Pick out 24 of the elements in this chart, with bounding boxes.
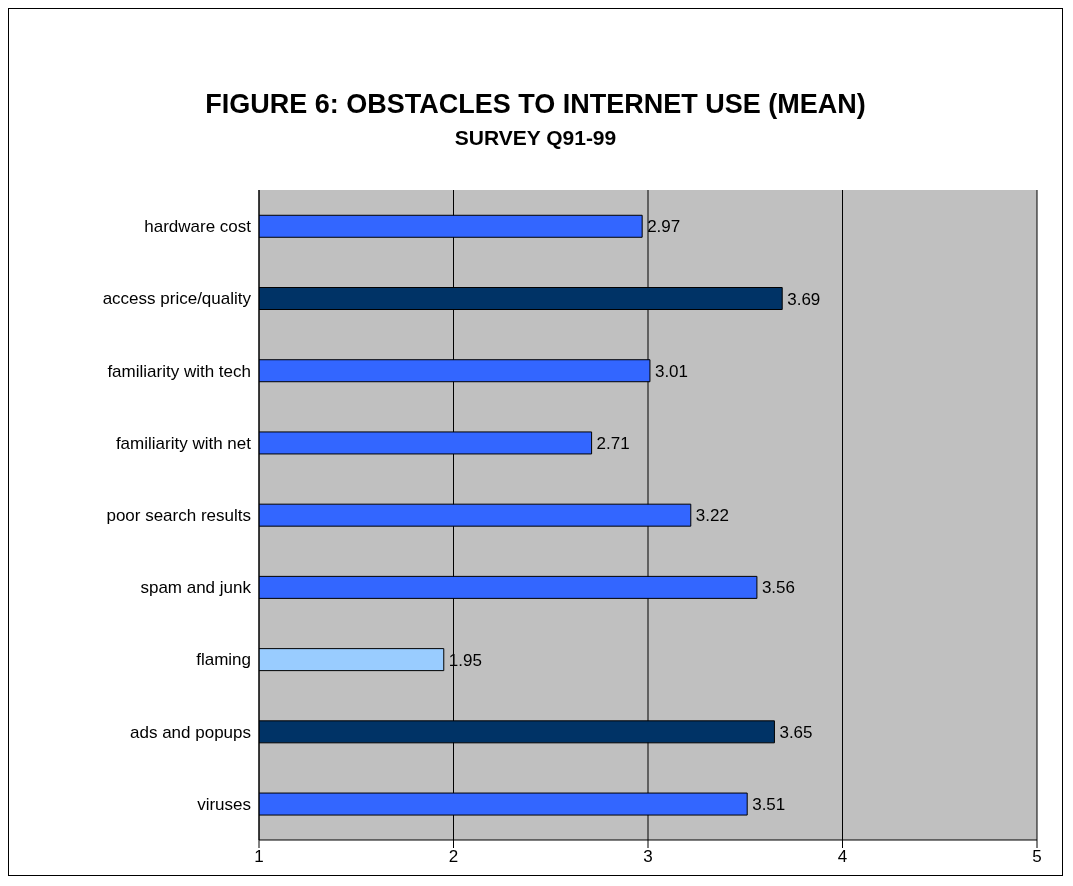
y-tick-label: viruses bbox=[197, 794, 251, 814]
chart-title: FIGURE 6: OBSTACLES TO INTERNET USE (MEAN) bbox=[204, 89, 867, 120]
x-tick-label: 4 bbox=[837, 847, 848, 867]
y-tick-label: flaming bbox=[196, 650, 251, 670]
y-tick-label: spam and junk bbox=[140, 578, 252, 598]
x-tick-label: 1 bbox=[254, 847, 264, 867]
y-tick-label: access price/quality bbox=[102, 289, 252, 309]
y-tick-label: hardware cost bbox=[144, 217, 252, 237]
y-tick-label: familiarity with tech bbox=[107, 361, 251, 381]
x-tick-label: 3 bbox=[643, 847, 653, 867]
y-tick-label: ads and popups bbox=[130, 722, 251, 742]
x-tick-label: 5 bbox=[1032, 847, 1042, 867]
y-tick-label: poor search results bbox=[106, 506, 251, 526]
data-label: 2.97 bbox=[647, 217, 681, 237]
data-label: 3.69 bbox=[787, 289, 821, 309]
data-label: 3.01 bbox=[654, 361, 689, 381]
data-label: 3.22 bbox=[695, 506, 729, 526]
data-label: 3.56 bbox=[761, 578, 796, 598]
chart-subtitle: SURVEY Q91-99 bbox=[453, 126, 618, 150]
data-label: 3.51 bbox=[752, 795, 786, 815]
x-tick-label: 2 bbox=[448, 847, 459, 867]
data-label: 3.65 bbox=[779, 722, 813, 742]
y-tick-label: familiarity with net bbox=[115, 433, 252, 453]
data-label: 2.71 bbox=[596, 433, 630, 453]
